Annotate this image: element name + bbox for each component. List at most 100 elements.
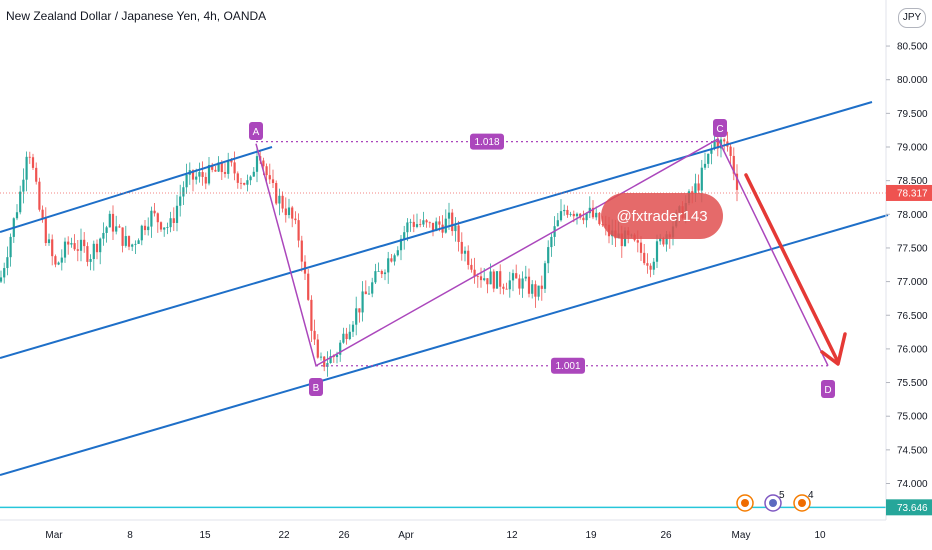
candle-body xyxy=(345,333,348,340)
indicator-icon-dot xyxy=(741,499,749,507)
price-tick-label: 75.000 xyxy=(897,412,928,423)
candle-body xyxy=(518,278,521,289)
candle-body xyxy=(198,172,201,177)
price-tick-label: 79.500 xyxy=(897,109,928,120)
candle-body xyxy=(585,213,588,221)
candle-body xyxy=(723,139,726,142)
candle-body xyxy=(710,148,713,154)
candle-body xyxy=(652,261,655,270)
candle-body xyxy=(159,222,163,230)
candle-body xyxy=(659,238,662,242)
candle-body xyxy=(515,273,518,279)
candle-body xyxy=(499,271,502,287)
time-tick-label: Mar xyxy=(45,530,63,541)
candle-body xyxy=(566,209,569,215)
candle-body xyxy=(265,166,268,176)
candle-body xyxy=(371,282,374,294)
candle-body xyxy=(351,324,355,332)
candle-body xyxy=(169,218,172,228)
candle-body xyxy=(227,160,230,174)
candle-body xyxy=(732,155,735,174)
candle-body xyxy=(89,259,92,262)
candle-body xyxy=(383,272,387,275)
candle-body xyxy=(140,225,143,241)
candle-body xyxy=(521,278,524,289)
candle-body xyxy=(335,354,339,358)
candle-body xyxy=(486,278,489,285)
candle-body xyxy=(166,227,169,228)
candle-body xyxy=(387,258,390,273)
price-tick-label: 76.500 xyxy=(897,311,928,322)
candle-body xyxy=(243,182,246,185)
candle-body xyxy=(655,241,659,262)
candle-body xyxy=(134,243,137,245)
candle-body xyxy=(195,176,198,180)
currency-toggle[interactable]: JPY xyxy=(898,8,926,28)
candle-body xyxy=(147,226,150,231)
candle-body xyxy=(300,240,303,262)
candle-body xyxy=(111,213,115,232)
candle-body xyxy=(406,222,409,233)
candle-body xyxy=(419,224,422,225)
candle-body xyxy=(636,240,639,243)
candle-body xyxy=(435,221,438,231)
candle-body xyxy=(70,243,73,245)
candle-body xyxy=(230,160,233,163)
candle-body xyxy=(281,195,284,209)
candle-body xyxy=(415,224,419,227)
candle-body xyxy=(86,246,89,262)
candle-body xyxy=(665,234,668,245)
candle-body xyxy=(51,239,54,257)
candles-layer xyxy=(0,130,739,377)
candle-body xyxy=(255,156,259,172)
candle-body xyxy=(73,243,76,250)
candle-body xyxy=(467,250,470,265)
time-tick-label: Apr xyxy=(398,530,414,541)
price-axis: 74.000 74.500 75.000 75.500 76.000 76.500 77.0… xyxy=(885,0,932,520)
candle-body xyxy=(412,221,415,227)
time-tick-label: 10 xyxy=(814,530,826,541)
candle-body xyxy=(223,172,227,174)
ratio-badge xyxy=(470,133,504,150)
point-label: A xyxy=(253,127,260,138)
candle-body xyxy=(44,218,47,244)
candle-body xyxy=(108,213,111,228)
candle-body xyxy=(115,226,118,232)
candle-body xyxy=(703,163,707,168)
candle-body xyxy=(47,239,51,244)
candle-body xyxy=(361,291,364,313)
candle-body xyxy=(316,339,319,358)
candle-body xyxy=(540,285,543,289)
candle-body xyxy=(76,249,79,251)
time-tick-label: 15 xyxy=(199,530,211,541)
point-label: B xyxy=(313,383,320,394)
candle-body xyxy=(60,257,63,263)
candle-body xyxy=(713,140,716,149)
candle-body xyxy=(502,286,505,289)
time-axis: Mar 8 15 22 26 Apr 12 19 26 May 10 xyxy=(0,519,886,541)
candle-body xyxy=(463,250,467,254)
candle-body xyxy=(358,308,361,313)
candle-body xyxy=(367,293,371,295)
candle-body xyxy=(35,167,38,182)
candle-body xyxy=(572,213,575,217)
candle-body xyxy=(95,243,99,253)
candle-body xyxy=(268,175,271,180)
candle-body xyxy=(537,285,540,297)
candle-body xyxy=(246,180,249,185)
candle-body xyxy=(102,232,105,239)
price-tag xyxy=(886,184,932,201)
price-tag xyxy=(886,499,932,516)
candle-body xyxy=(639,242,643,253)
candle-body xyxy=(150,210,153,227)
indicator-icon-dot xyxy=(798,499,806,507)
candle-body xyxy=(355,308,358,325)
candle-body xyxy=(236,173,239,183)
candle-body xyxy=(735,173,739,190)
candle-body xyxy=(508,280,511,290)
candle-body xyxy=(175,205,179,223)
candle-body xyxy=(307,273,310,300)
candle-body xyxy=(310,299,313,331)
candle-body xyxy=(460,241,463,254)
